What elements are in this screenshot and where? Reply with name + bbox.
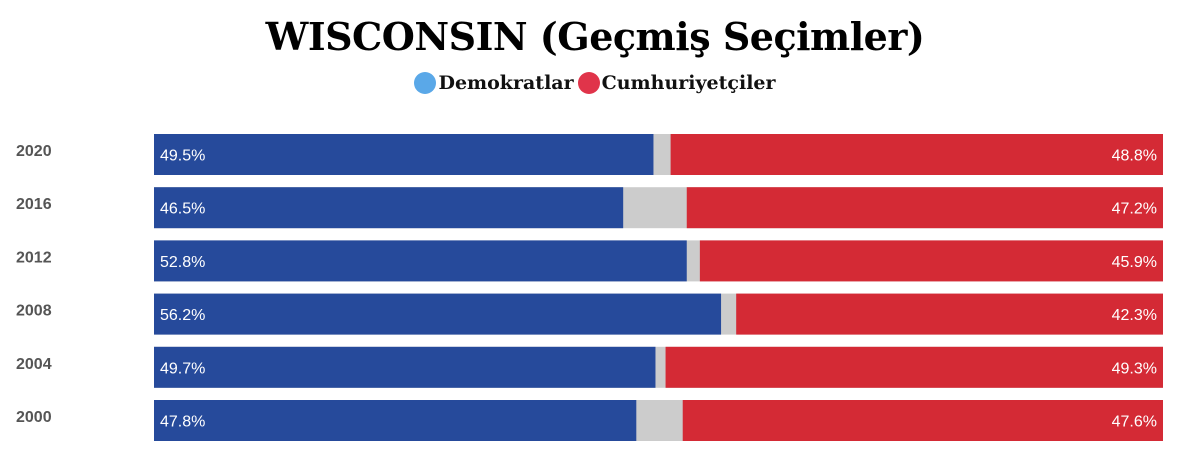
value-label-rep-2000: 47.6% [1112,414,1157,431]
year-label-2012: 2012 [16,249,52,266]
value-label-dem-2012: 52.8% [160,254,205,271]
legend-label-dem: Demokratlar [438,72,574,94]
value-label-dem-2004: 49.7% [160,360,205,377]
legend-swatch-dem [414,72,437,94]
legend-swatch-rep [577,72,600,94]
bar-rep-2000 [682,400,1163,441]
year-label-2020: 2020 [16,143,52,160]
bar-dem-2020 [154,134,654,175]
bar-rep-2012 [699,240,1163,282]
value-label-rep-2012: 45.9% [1112,254,1157,271]
bar-rep-2008 [736,293,1163,335]
value-label-rep-2016: 47.2% [1112,201,1157,218]
bar-dem-2012 [154,240,687,282]
value-label-dem-2000: 47.8% [160,414,205,431]
bar-rep-2004 [665,346,1163,388]
legend-item-rep: Cumhuriyetçiler [577,72,776,94]
chart-title: WISCONSIN (Geçmiş Seçimler) [265,14,925,59]
year-label-2008: 2008 [16,303,52,320]
bar-dem-2004 [154,346,656,388]
value-label-rep-2020: 48.8% [1112,148,1157,165]
bar-dem-2000 [154,400,637,441]
bar-dem-2008 [154,293,722,335]
value-label-rep-2004: 49.3% [1112,360,1157,377]
value-label-dem-2020: 49.5% [160,148,205,165]
chart-legend: Demokratlar Cumhuriyetçiler [0,72,1179,94]
year-label-2004: 2004 [16,356,52,373]
bar-rep-2016 [686,187,1163,229]
value-label-rep-2008: 42.3% [1112,307,1157,324]
bar-rep-2020 [670,134,1163,175]
legend-item-dem: Demokratlar [414,72,574,94]
bar-dem-2016 [154,187,624,229]
year-label-2000: 2000 [16,409,52,426]
value-label-dem-2016: 46.5% [160,201,205,218]
year-label-2016: 2016 [16,196,52,213]
value-label-dem-2008: 56.2% [160,307,205,324]
legend-label-rep: Cumhuriyetçiler [601,72,776,94]
